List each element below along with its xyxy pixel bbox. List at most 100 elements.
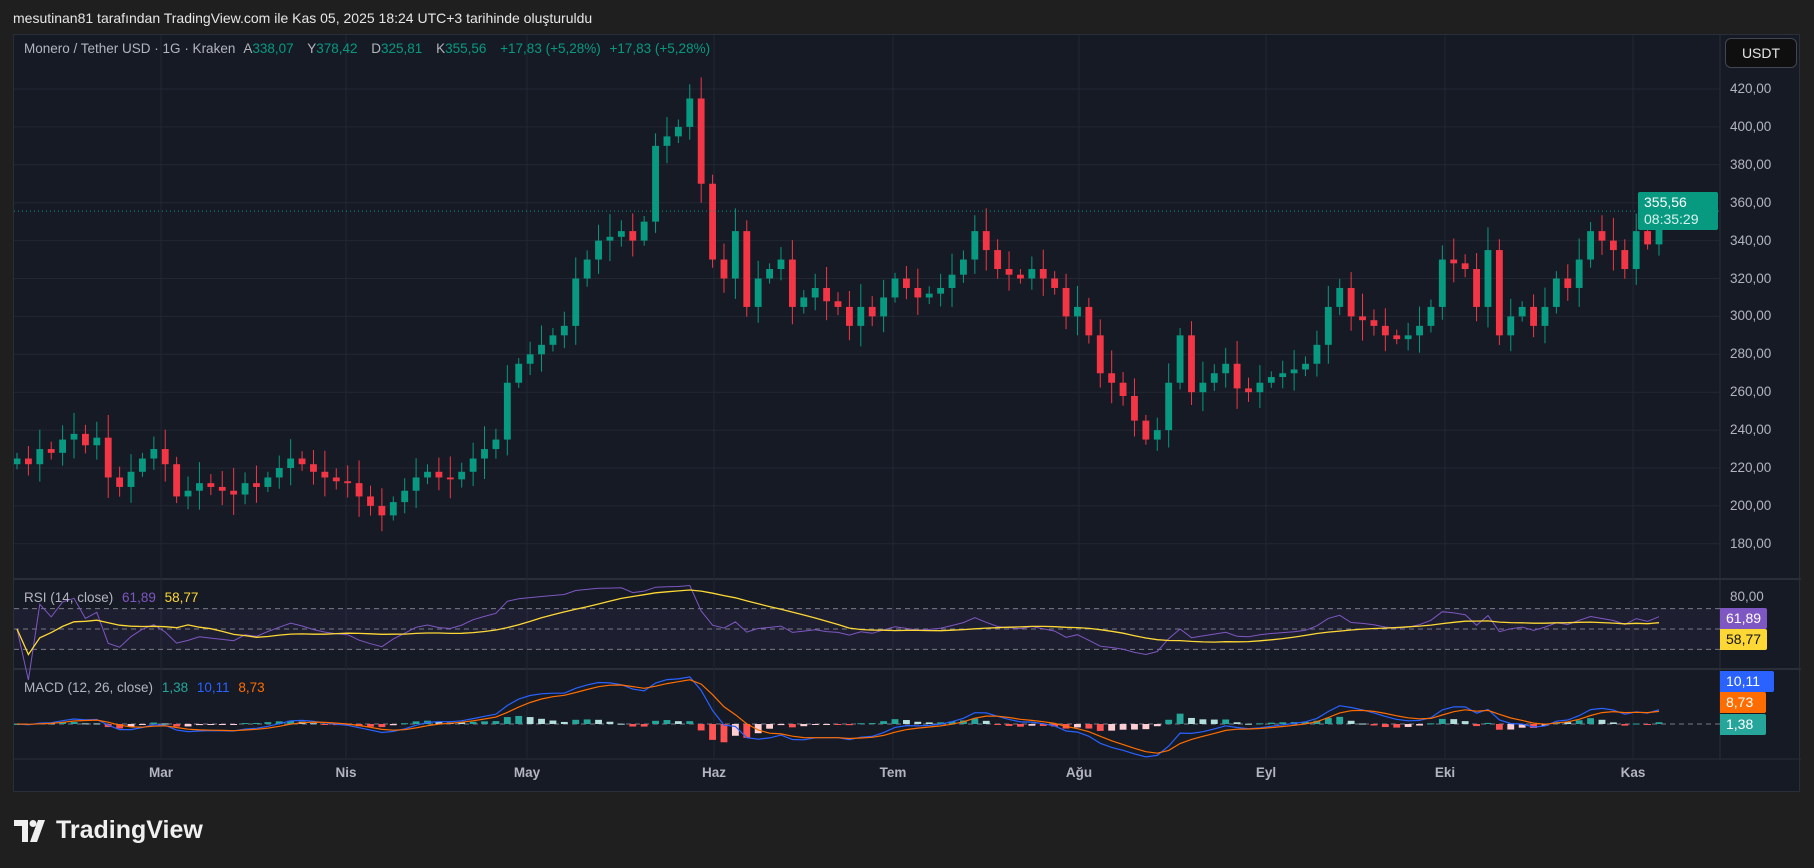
- candle-down: [629, 231, 637, 241]
- macd-histogram-bar: [1484, 722, 1492, 724]
- macd-histogram-bar: [1279, 722, 1287, 724]
- macd-histogram-bar: [253, 722, 260, 724]
- candle-down: [1039, 269, 1047, 279]
- candle-up: [412, 477, 420, 491]
- candle-up: [606, 236, 614, 241]
- candle-up: [663, 136, 671, 146]
- macd-histogram-bar: [937, 722, 945, 724]
- macd-histogram-bar: [412, 721, 420, 724]
- candle-down: [1359, 316, 1366, 321]
- macd-histogram-bar: [93, 723, 101, 725]
- macd-title: MACD (12, 26, close): [24, 680, 154, 695]
- macd-histogram-bar: [1051, 724, 1059, 727]
- macd-signal-value: 8,73: [238, 680, 265, 695]
- candle-down: [1142, 420, 1150, 440]
- macd-histogram-bar: [275, 721, 283, 724]
- macd-histogram-bar: [1575, 720, 1583, 724]
- close-label: K: [436, 41, 446, 56]
- time-tick-label: Eyl: [1255, 765, 1277, 780]
- candle-down: [1347, 287, 1355, 317]
- macd-histogram-bar: [218, 724, 226, 725]
- macd-histogram-bar: [1564, 722, 1572, 724]
- macd-histogram-bar: [1404, 724, 1412, 727]
- open-value: 338,07: [252, 41, 294, 56]
- candle-down: [914, 287, 922, 298]
- candle-up: [777, 259, 785, 270]
- macd-histogram-bar: [766, 724, 774, 729]
- candle-down: [173, 464, 181, 497]
- macd-histogram-bar: [606, 721, 614, 724]
- macd-histogram-bar: [549, 720, 557, 724]
- candle-down: [902, 278, 910, 288]
- macd-histogram-bar: [184, 724, 192, 727]
- macd-histogram-bar: [1324, 717, 1332, 724]
- price-tick-label: 180,00: [1730, 535, 1772, 551]
- candle-up: [674, 126, 682, 137]
- candle-down: [310, 464, 317, 472]
- candle-up: [1267, 377, 1275, 383]
- macd-histogram-bar: [458, 722, 466, 724]
- macd-histogram-bar: [1005, 724, 1013, 726]
- macd-histogram-bar: [196, 724, 203, 726]
- time-tick-label: Ağu: [1065, 765, 1093, 780]
- candle-up: [389, 502, 397, 516]
- macd-histogram-bar: [697, 724, 705, 731]
- price-tick-label: 260,00: [1730, 384, 1772, 400]
- macd-histogram-bar: [583, 719, 591, 724]
- macd-histogram-bar: [173, 724, 181, 727]
- macd-histogram-bar: [1313, 720, 1321, 724]
- price-tick-label: 340,00: [1730, 232, 1772, 248]
- change-value: +17,83 (+5,28%): [500, 41, 601, 56]
- candle-up: [640, 221, 648, 241]
- macd-histogram-bar: [663, 720, 671, 724]
- candle-up: [1153, 430, 1161, 440]
- macd-histogram-bar: [914, 721, 922, 724]
- macd-histogram-bar: [1393, 724, 1401, 728]
- candle-down: [230, 490, 238, 495]
- macd-hist-value: 1,38: [161, 680, 189, 695]
- candle-down: [1381, 325, 1389, 336]
- candle-up: [538, 344, 545, 355]
- macd-histogram-bar: [1347, 720, 1355, 724]
- candle-down: [1005, 269, 1013, 275]
- candle-up: [59, 439, 67, 453]
- chart-canvas[interactable]: [14, 35, 1801, 793]
- candle-up: [184, 490, 192, 497]
- macd-histogram-bar: [982, 720, 990, 724]
- candle-up: [492, 439, 500, 450]
- macd-histogram-bar: [1210, 719, 1218, 724]
- rsi-ma-tag: 58,77: [1720, 629, 1768, 650]
- macd-histogram-bar: [1632, 723, 1640, 725]
- candle-down: [743, 231, 751, 307]
- candle-up: [595, 240, 602, 260]
- macd-histogram-bar: [1427, 723, 1435, 725]
- chart-panel[interactable]: Monero / Tether USD · 1G · Kraken A338,0…: [13, 34, 1801, 793]
- macd-histogram-bar: [1199, 719, 1207, 724]
- candle-down: [982, 231, 990, 251]
- candle-up: [1541, 306, 1549, 326]
- candle-up: [287, 458, 295, 468]
- candle-up: [275, 468, 283, 478]
- candle-down: [1085, 306, 1093, 336]
- price-tick-label: 380,00: [1730, 156, 1772, 172]
- candle-up: [1256, 382, 1264, 393]
- currency-button[interactable]: USDT: [1725, 38, 1797, 68]
- candle-up: [766, 269, 774, 279]
- macd-histogram-bar: [526, 717, 534, 724]
- candle-down: [1108, 373, 1116, 383]
- candle-up: [583, 259, 591, 279]
- macd-histogram-bar: [595, 719, 602, 724]
- candle-up: [1176, 335, 1184, 383]
- candle-up: [93, 437, 101, 446]
- macd-histogram-bar: [788, 724, 796, 728]
- candle-up: [196, 483, 203, 491]
- macd-histogram-bar: [1541, 724, 1549, 726]
- symbol-title: Monero / Tether USD · 1G · Kraken: [24, 41, 236, 56]
- macd-histogram-bar: [1074, 724, 1081, 728]
- high-label: Y: [307, 41, 317, 56]
- time-tick-label: Nis: [335, 765, 357, 780]
- macd-histogram-bar: [1245, 723, 1252, 725]
- candle-down: [834, 301, 842, 307]
- macd-histogram-bar: [367, 724, 374, 727]
- macd-histogram-bar: [1131, 724, 1138, 730]
